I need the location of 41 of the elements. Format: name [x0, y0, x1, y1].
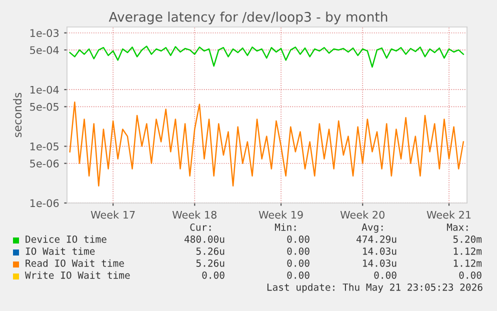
text: 474.29u	[356, 235, 396, 243]
text: 0.00	[287, 235, 310, 243]
x-tick-label: Week 18	[172, 210, 216, 219]
x-tick-label: Week 17	[90, 210, 135, 219]
text: Max:	[446, 224, 468, 231]
x-tick-label: Week 21	[426, 210, 471, 219]
y-axis-title: seconds	[13, 92, 22, 138]
y-tick-label: 1e-06	[30, 199, 59, 208]
text: 14.03u	[363, 259, 396, 267]
text: Min:	[274, 223, 296, 231]
y-tick-label: 5e-06	[30, 160, 59, 168]
y-tick-label: 1e-04	[30, 86, 59, 94]
text: 5.26u	[196, 259, 224, 267]
x-tick-label: Week 19	[258, 210, 303, 219]
text: 14.03u	[363, 247, 396, 255]
text: Cur:	[190, 223, 211, 231]
legend-label: Device IO time	[26, 235, 106, 243]
text: 0.00	[202, 271, 224, 279]
chart-title: Average latency for /dev/loop3 - by month	[108, 12, 388, 24]
text: Avg:	[362, 224, 383, 233]
legend-label: Write IO Wait time	[25, 271, 130, 279]
text: 0.00	[287, 271, 310, 279]
x-tick-label: Week 20	[340, 210, 384, 219]
text: 0.00	[459, 271, 482, 279]
y-tick-label: 1e-05	[30, 142, 58, 150]
text: Last update: Thu May 21 23:05:23 2026	[267, 283, 482, 293]
legend-label: Read IO Wait time	[26, 259, 124, 267]
text: 1.12m	[454, 247, 482, 255]
text: 5.26u	[196, 247, 224, 255]
text: 0.00	[287, 247, 310, 255]
text: 480.00u	[184, 235, 224, 243]
text: 1.12m	[454, 259, 482, 267]
y-tick-label: 5e-04	[30, 46, 59, 54]
legend-label: IO Wait time	[26, 247, 95, 255]
y-tick-label: 5e-05	[30, 102, 58, 111]
text: 0.00	[374, 271, 396, 279]
text: 0.00	[287, 259, 310, 267]
line-series	[69, 46, 464, 68]
text: 5.20m	[453, 235, 482, 243]
y-tick-label: 1e-03	[30, 29, 59, 37]
line-series	[69, 102, 464, 187]
